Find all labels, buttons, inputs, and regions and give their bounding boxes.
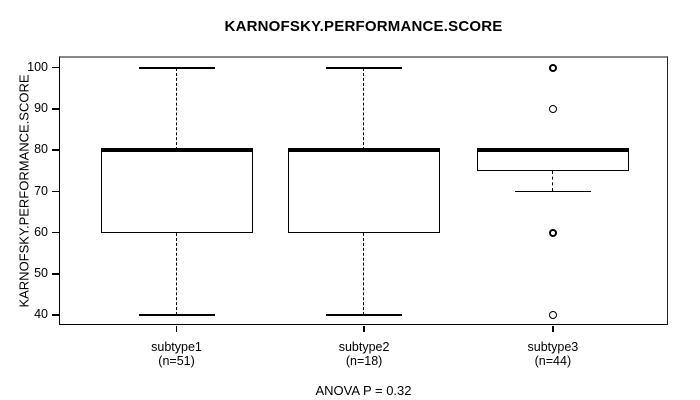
- upper-whisker-line: [363, 67, 365, 151]
- outlier-point: [548, 63, 557, 72]
- lower-whisker-cap: [514, 190, 591, 193]
- lower-whisker-cap: [326, 314, 403, 316]
- y-tick-label: 40: [34, 307, 48, 322]
- outlier-point: [548, 311, 557, 320]
- lower-whisker-cap: [138, 314, 215, 316]
- iqr-box: [288, 150, 441, 233]
- upper-whisker-cap: [138, 66, 215, 69]
- lower-whisker-line: [175, 232, 177, 316]
- group-name: subtype1: [151, 340, 202, 354]
- chart-title: KARNOFSKY.PERFORMANCE.SCORE: [224, 18, 503, 35]
- y-tick-mark: [52, 108, 59, 110]
- group-n: (n=44): [534, 354, 572, 368]
- median-line: [288, 148, 441, 153]
- lower-whisker-line: [552, 170, 554, 192]
- median-line: [100, 148, 253, 153]
- group-n: (n=51): [158, 354, 195, 368]
- upper-whisker-line: [175, 67, 177, 151]
- x-tick-mark: [175, 326, 178, 332]
- y-tick-label: 90: [34, 101, 48, 116]
- x-tick-mark: [363, 326, 365, 332]
- y-tick-label: 70: [34, 183, 48, 198]
- y-tick-label: 60: [34, 224, 48, 239]
- y-tick-mark: [52, 66, 59, 69]
- upper-whisker-cap: [326, 66, 403, 69]
- y-tick-mark: [52, 272, 59, 275]
- x-group-label: subtype2 (n=18): [289, 340, 439, 368]
- lower-whisker-line: [363, 232, 365, 316]
- group-name: subtype2: [338, 340, 390, 354]
- y-tick-label: 80: [34, 142, 48, 157]
- iqr-box: [476, 150, 629, 171]
- y-tick-mark: [52, 314, 59, 316]
- x-group-label: subtype3 (n=44): [478, 340, 628, 368]
- median-line: [476, 148, 629, 153]
- y-tick-label: 50: [34, 265, 48, 280]
- y-tick-mark: [52, 149, 59, 151]
- y-tick-mark: [52, 231, 59, 234]
- x-tick-mark: [552, 326, 554, 332]
- group-n: (n=18): [345, 354, 383, 368]
- outlier-point: [548, 228, 557, 237]
- x-group-label: subtype1 (n=51): [102, 340, 252, 368]
- y-tick-label: 100: [27, 59, 48, 74]
- outlier-point: [548, 105, 557, 114]
- group-name: subtype3: [527, 340, 579, 354]
- anova-annotation: ANOVA P = 0.32: [315, 383, 412, 398]
- plot-area: [59, 56, 668, 325]
- iqr-box: [100, 150, 253, 233]
- y-tick-mark: [52, 190, 59, 193]
